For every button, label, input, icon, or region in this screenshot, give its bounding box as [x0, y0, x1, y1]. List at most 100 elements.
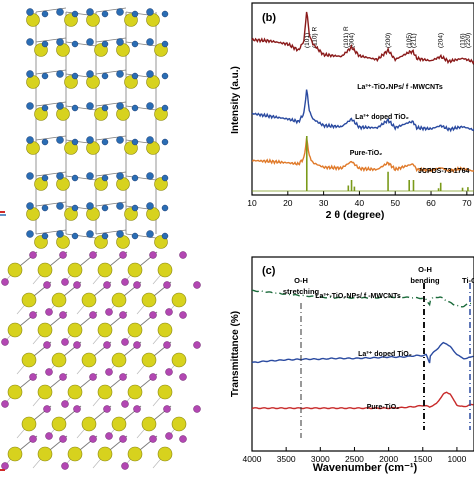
atom-yellow	[146, 207, 160, 221]
atom-yellow	[141, 292, 157, 308]
atom-yellow	[127, 384, 143, 400]
atom-magenta	[133, 341, 141, 349]
atom-blue	[146, 202, 154, 210]
xrd-peak-label: (211)	[410, 33, 417, 48]
atom-magenta	[59, 311, 67, 319]
atom-yellow	[146, 75, 160, 89]
xrd-peak-label: (220)	[465, 33, 472, 48]
atom-magenta	[73, 281, 81, 289]
atom-blue	[116, 136, 124, 144]
atom-blue	[86, 202, 94, 210]
xrd-x-ticks: 10 20 30 40 50 60 70	[247, 191, 472, 208]
atom-blue	[26, 8, 34, 16]
atom-blue	[116, 172, 124, 180]
atom-magenta	[29, 251, 37, 259]
atom-yellow	[111, 352, 127, 368]
atom-blue	[41, 204, 49, 212]
atom-yellow	[81, 416, 97, 432]
atom-yellow	[51, 416, 67, 432]
atom-yellow	[81, 352, 97, 368]
ftir-x-tick-label: 1000	[447, 454, 466, 464]
atom-yellow	[111, 292, 127, 308]
atom-yellow	[86, 207, 100, 221]
atom-yellow	[146, 13, 160, 27]
atom-magenta	[193, 341, 201, 349]
atom-blue	[146, 136, 154, 144]
atom-blue	[71, 10, 79, 18]
atom-blue	[56, 202, 64, 210]
atom-magenta	[149, 435, 157, 443]
atom-magenta	[103, 341, 111, 349]
atom-blue	[161, 72, 169, 80]
ftir-x-tick-label: 3500	[277, 454, 296, 464]
atom-blue	[131, 204, 139, 212]
atom-magenta	[1, 278, 9, 286]
atom-blue	[86, 38, 94, 46]
xrd-series-label-4: JCPDS-73-1764	[418, 168, 469, 175]
atom-magenta	[59, 373, 67, 381]
atom-blue	[71, 72, 79, 80]
atom-magenta	[61, 462, 69, 470]
atom-magenta	[73, 405, 81, 413]
atom-yellow	[56, 107, 70, 121]
xrd-series-label-2: La³⁺ doped TiO₂	[355, 114, 409, 121]
atom-blue	[101, 40, 109, 48]
atom-magenta	[121, 400, 129, 408]
atom-yellow	[97, 384, 113, 400]
atom-yellow	[86, 141, 100, 155]
atom-magenta	[89, 435, 97, 443]
xrd-peak-label: (101) R	[343, 26, 350, 48]
atom-blue	[161, 104, 169, 112]
atom-blue	[71, 174, 79, 182]
atom-yellow	[56, 43, 70, 57]
atom-blue	[101, 138, 109, 146]
atom-magenta	[179, 311, 187, 319]
atom-magenta	[43, 405, 51, 413]
atom-blue	[56, 102, 64, 110]
atom-magenta	[43, 281, 51, 289]
atom-yellow	[37, 446, 53, 462]
atom-yellow	[51, 352, 67, 368]
atom-blue	[146, 230, 154, 238]
atom-magenta	[119, 311, 127, 319]
xrd-x-tick-label: 60	[426, 198, 436, 208]
atom-blue	[41, 138, 49, 146]
annotation-stretching: stretching	[283, 287, 320, 296]
atom-yellow	[26, 141, 40, 155]
atom-blue	[116, 230, 124, 238]
atom-blue	[41, 174, 49, 182]
atom-yellow	[127, 262, 143, 278]
atom-blue	[41, 10, 49, 18]
atom-yellow	[97, 446, 113, 462]
xrd-peak-label: (200)	[385, 33, 392, 48]
atom-yellow	[51, 292, 67, 308]
atom-magenta	[59, 435, 67, 443]
ftir-panel: (c) Transmittance (%) Wavenumber (cm⁻¹) …	[230, 256, 474, 474]
crystal-structure-top	[26, 7, 169, 249]
atom-magenta	[59, 251, 67, 259]
xrd-peak-label: (105)	[406, 33, 413, 48]
atom-yellow	[86, 75, 100, 89]
atom-yellow	[67, 322, 83, 338]
atom-yellow	[141, 352, 157, 368]
atom-blue	[71, 232, 79, 240]
atom-magenta	[149, 373, 157, 381]
atom-yellow	[171, 352, 187, 368]
atom-magenta	[163, 405, 171, 413]
atom-yellow	[67, 446, 83, 462]
atom-magenta	[133, 405, 141, 413]
atom-blue	[146, 8, 154, 16]
atom-blue	[26, 230, 34, 238]
xrd-x-tick-label: 70	[462, 198, 472, 208]
atom-blue	[161, 174, 169, 182]
atom-magenta	[179, 251, 187, 259]
xrd-x-tick-label: 40	[355, 198, 365, 208]
atom-blue	[26, 38, 34, 46]
annotation-oh-2: O-H	[418, 265, 432, 274]
atom-yellow	[56, 235, 70, 249]
xrd-peak-label: (110) R	[312, 27, 319, 48]
xrd-x-axis-label: 2 θ (degree)	[326, 209, 385, 221]
atom-yellow	[21, 352, 37, 368]
atom-magenta	[73, 341, 81, 349]
